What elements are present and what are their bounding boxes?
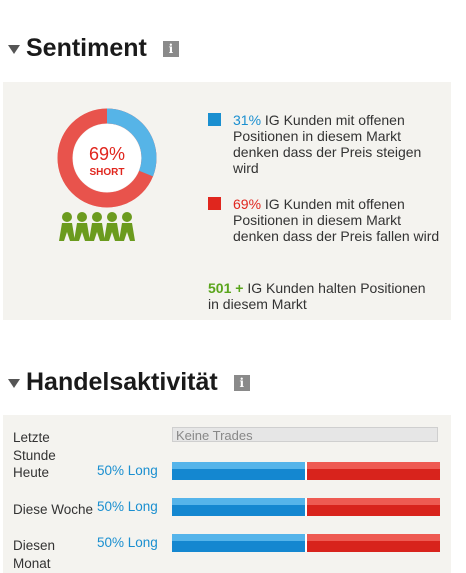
collapse-triangle-icon[interactable] [8,45,20,54]
legend-count: 501 + IG Kunden halten Positionen in die… [208,280,440,312]
short-color-square [208,197,221,210]
long-color-square [208,113,221,126]
client-count: 501 + [208,280,244,296]
sentiment-title: Sentiment [26,34,147,62]
client-count-description: IG Kunden halten Positionen in diesem Ma… [208,280,426,312]
donut-long-arc [57,108,157,208]
row-label-week: Diese Woche [13,502,94,517]
week-short-bar [307,498,440,516]
month-long-bar [172,534,305,552]
today-long-percent: 50% Long [97,463,158,478]
collapse-triangle-icon[interactable] [8,379,20,388]
legend-short-text: 69% IG Kunden mit offenen Positionen in … [233,196,440,244]
sentiment-header[interactable]: Sentiment i [8,34,179,63]
legend-short: 69% IG Kunden mit offenen Positionen in … [208,196,440,244]
month-short-bar [307,534,440,552]
week-long-percent: 50% Long [97,499,158,514]
activity-title: Handelsaktivität [26,368,218,396]
month-activity-bar [172,534,440,552]
donut-percent: 69% [89,144,125,164]
short-percent: 69% [233,196,262,212]
sentiment-panel: 69% SHORT [3,82,451,320]
no-trades-bar: Keine Trades [172,427,438,443]
row-label-last-hour: Letzte Stunde [13,430,56,463]
long-description: IG Kunden mit offenen Positionen in dies… [233,112,422,176]
donut-center [73,124,141,192]
donut-label: SHORT [90,167,125,178]
sentiment-donut-chart: 69% SHORT [57,108,157,208]
long-percent: 31% [233,112,262,128]
week-activity-bar [172,498,440,516]
today-activity-bar [172,462,440,480]
week-long-bar [172,498,305,516]
month-long-percent: 50% Long [97,535,158,550]
short-description: IG Kunden mit offenen Positionen in dies… [233,196,440,244]
today-long-bar [172,462,305,480]
legend-long: 31% IG Kunden mit offenen Positionen in … [208,112,440,176]
activity-header[interactable]: Handelsaktivität i [8,368,250,397]
legend-count-text: 501 + IG Kunden halten Positionen in die… [208,280,440,312]
legend-long-text: 31% IG Kunden mit offenen Positionen in … [233,112,440,176]
row-label-today: Heute [13,465,50,480]
info-icon[interactable]: i [162,40,179,57]
info-icon[interactable]: i [233,374,250,391]
today-short-bar [307,462,440,480]
people-group-icon [59,212,135,241]
row-label-month: Diesen Monat [13,538,56,571]
